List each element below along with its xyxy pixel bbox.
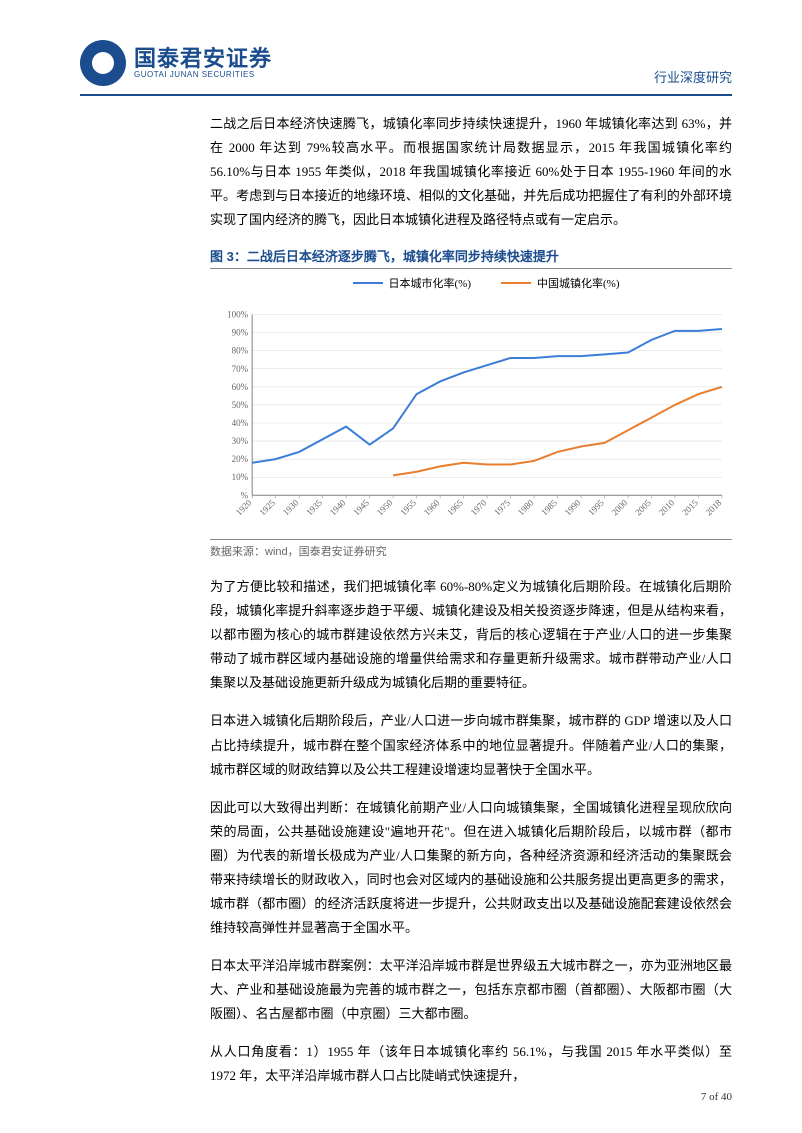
svg-text:80%: 80% [232,346,249,356]
logo-en: GUOTAI JUNAN SECURITIES [134,71,272,80]
svg-text:40%: 40% [232,418,249,428]
svg-text:1955: 1955 [398,498,418,518]
svg-text:2018: 2018 [704,498,724,518]
doc-type: 行业深度研究 [654,67,732,86]
paragraph-4: 因此可以大致得出判断：在城镇化前期产业/人口向城镇集聚，全国城镇化进程呈现欣欣向… [210,796,732,940]
main-content: 二战之后日本经济快速腾飞，城镇化率同步持续快速提升，1960 年城镇化率达到 6… [80,112,732,1088]
page-footer: 7 of 40 [701,1091,732,1103]
svg-text:90%: 90% [232,328,249,338]
svg-text:100%: 100% [227,310,249,320]
legend-label-japan: 日本城市化率(%) [389,275,472,291]
svg-text:1925: 1925 [257,498,277,518]
svg-text:2015: 2015 [680,498,700,518]
svg-text:1995: 1995 [586,498,606,518]
svg-text:2010: 2010 [657,498,677,518]
svg-text:30%: 30% [232,436,249,446]
urbanization-chart: 日本城市化率(%) 中国城镇化率(%) %10%20%30%40%50%60%7… [210,275,732,535]
legend-label-china: 中国城镇化率(%) [537,275,620,291]
chart-legend: 日本城市化率(%) 中国城镇化率(%) [210,275,732,291]
logo-block: 国泰君安证券 GUOTAI JUNAN SECURITIES [80,40,272,86]
paragraph-6: 从人口角度看：1）1955 年（该年日本城镇化率约 56.1%，与我国 2015… [210,1040,732,1088]
legend-china: 中国城镇化率(%) [501,275,620,291]
svg-text:2000: 2000 [610,498,630,518]
logo-icon [80,40,126,86]
svg-text:1930: 1930 [281,498,301,518]
figure-title: 图 3：二战后日本经济逐步腾飞，城镇化率同步持续快速提升 [210,246,732,269]
page-header: 国泰君安证券 GUOTAI JUNAN SECURITIES 行业深度研究 [80,40,732,96]
svg-text:1935: 1935 [304,498,324,518]
svg-text:1960: 1960 [422,498,442,518]
paragraph-2: 为了方便比较和描述，我们把城镇化率 60%-80%定义为城镇化后期阶段。在城镇化… [210,575,732,695]
svg-text:1990: 1990 [563,498,583,518]
legend-line-japan [353,282,383,284]
svg-text:1985: 1985 [539,498,559,518]
svg-text:20%: 20% [232,454,249,464]
paragraph-5: 日本太平洋沿岸城市群案例：太平洋沿岸城市群是世界级五大城市群之一，亦为亚洲地区最… [210,954,732,1026]
legend-japan: 日本城市化率(%) [353,275,472,291]
svg-text:1970: 1970 [469,498,489,518]
svg-text:60%: 60% [232,382,249,392]
paragraph-3: 日本进入城镇化后期阶段后，产业/人口进一步向城市群集聚，城市群的 GDP 增速以… [210,709,732,781]
svg-text:70%: 70% [232,364,249,374]
legend-line-china [501,282,531,284]
logo-cn: 国泰君安证券 [134,47,272,71]
svg-text:1975: 1975 [492,498,512,518]
svg-text:1940: 1940 [328,498,348,518]
svg-text:1950: 1950 [375,498,395,518]
chart-svg: %10%20%30%40%50%60%70%80%90%100%19201925… [210,295,732,555]
svg-text:1965: 1965 [445,498,465,518]
svg-text:2005: 2005 [633,498,653,518]
paragraph-1: 二战之后日本经济快速腾飞，城镇化率同步持续快速提升，1960 年城镇化率达到 6… [210,112,732,232]
svg-text:1980: 1980 [516,498,536,518]
svg-text:1945: 1945 [351,498,371,518]
logo-text: 国泰君安证券 GUOTAI JUNAN SECURITIES [134,47,272,80]
svg-text:50%: 50% [232,400,249,410]
svg-text:1920: 1920 [234,498,254,518]
svg-text:10%: 10% [232,472,249,482]
